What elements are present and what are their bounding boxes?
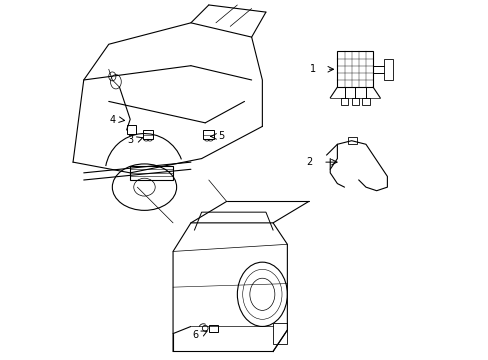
Text: 1: 1 [309,64,315,74]
Text: 6: 6 [192,330,198,341]
Text: 3: 3 [127,135,134,145]
Text: 4: 4 [109,115,116,125]
Text: 2: 2 [305,157,312,167]
Text: 5: 5 [217,131,224,141]
